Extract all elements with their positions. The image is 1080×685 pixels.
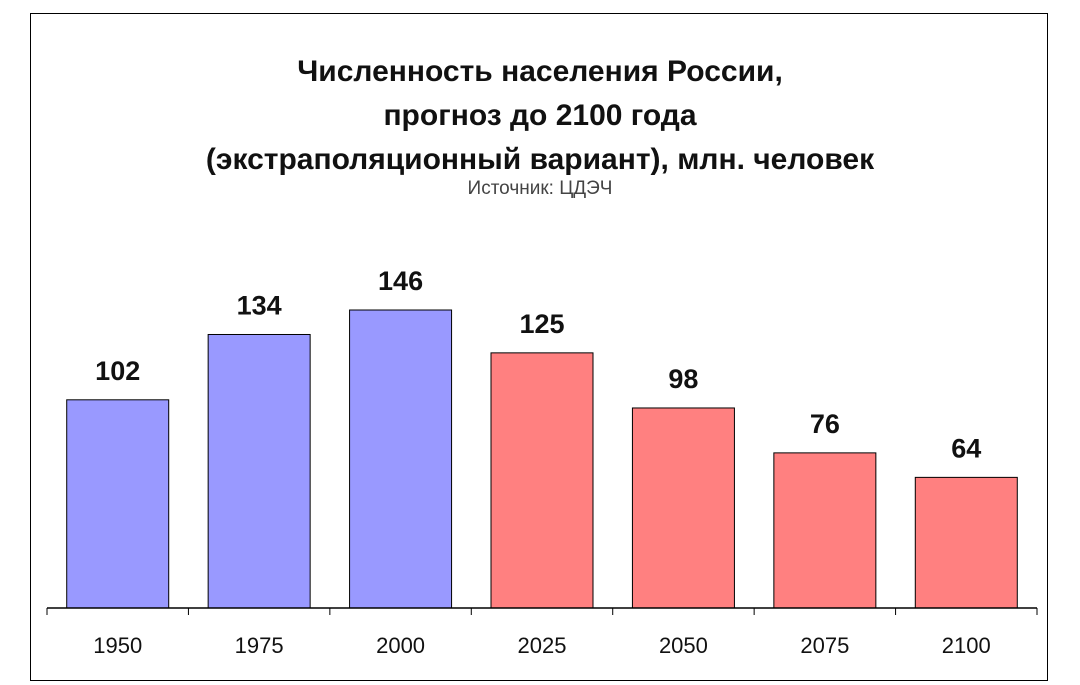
data-label-2100: 64	[951, 433, 981, 463]
chart-title-line-3: (экстраполяционный вариант), млн. челове…	[205, 143, 875, 176]
bar-1950	[66, 399, 170, 609]
chart-title-line-2: прогноз до 2100 года	[383, 99, 697, 132]
x-tick-label-2075: 2075	[800, 633, 849, 658]
bar-2100	[914, 476, 1018, 609]
x-axis-labels: 1950 1975 2000 2025 2050 2075 2100	[93, 633, 991, 658]
bars-group	[66, 309, 1018, 609]
x-tick-label-2025: 2025	[518, 633, 567, 658]
data-label-2000: 146	[378, 266, 423, 296]
chart-title: Численность населения России, прогноз до…	[0, 50, 1080, 182]
x-tick-label-1950: 1950	[93, 633, 142, 658]
data-label-1975: 134	[237, 290, 282, 320]
x-tick-label-2100: 2100	[942, 633, 991, 658]
data-label-2050: 98	[668, 364, 698, 394]
data-label-2025: 125	[519, 309, 564, 339]
bar-2000	[349, 309, 453, 609]
x-tick-label-2050: 2050	[659, 633, 708, 658]
data-labels: 102 134 146 125 98 76 64	[95, 266, 981, 463]
x-tick-label-2000: 2000	[376, 633, 425, 658]
chart-title-line-1: Численность населения России,	[297, 55, 783, 88]
bar-2025	[490, 352, 594, 609]
x-axis-ticks	[46, 608, 1038, 615]
bar-2075	[773, 452, 877, 609]
bar-2050	[631, 407, 735, 609]
bar-1975	[207, 333, 311, 609]
data-label-2075: 76	[810, 409, 840, 439]
chart-source: Источник: ЦДЭЧ	[467, 178, 613, 199]
x-tick-label-1975: 1975	[235, 633, 284, 658]
data-label-1950: 102	[95, 356, 140, 386]
